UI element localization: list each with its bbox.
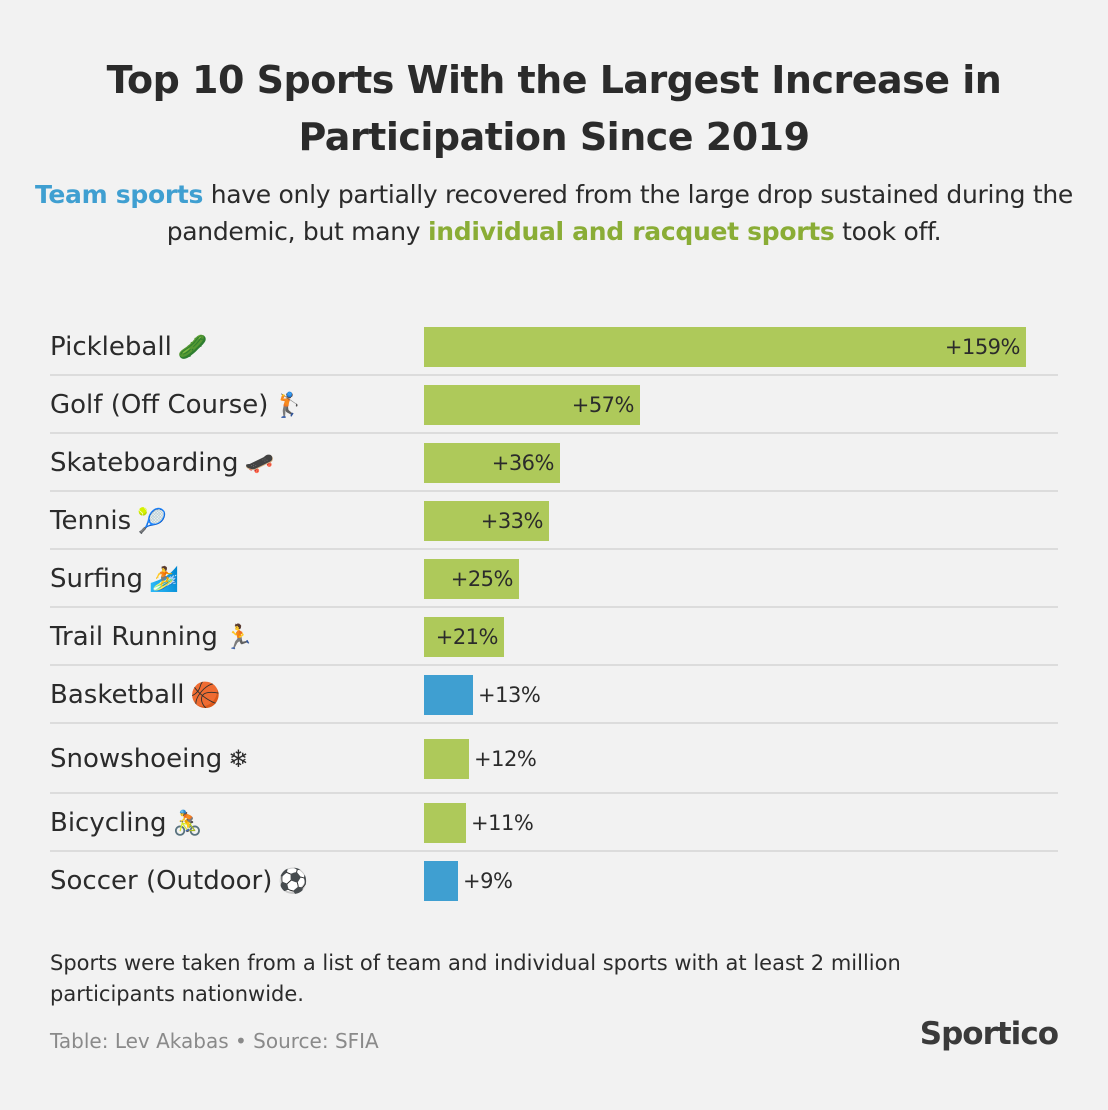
row-divider <box>50 792 1058 794</box>
category-name: Surfing <box>50 564 144 594</box>
category-name: Snowshoeing <box>50 744 223 774</box>
category-label: Skateboarding 🛹 <box>50 443 274 483</box>
bar-value-label: +25% <box>450 567 514 591</box>
category-label: Trail Running 🏃 <box>50 617 254 657</box>
row-divider <box>50 548 1058 550</box>
bar <box>424 803 466 843</box>
sportico-logo: Sportico <box>919 1016 1059 1052</box>
sport-icon: 🏌 <box>274 391 305 419</box>
row-divider <box>50 664 1058 666</box>
bar-value-label: +159% <box>944 335 1021 359</box>
category-label: Tennis 🎾 <box>50 501 167 541</box>
subtitle-text-2: took off. <box>834 217 942 246</box>
category-label: Pickleball 🥒 <box>50 327 208 367</box>
row-divider <box>50 606 1058 608</box>
category-name: Tennis <box>50 506 132 536</box>
sport-icon: ❄ <box>228 745 249 773</box>
bar <box>424 861 458 901</box>
bar-value-label: +13% <box>478 683 541 707</box>
bar <box>424 327 1026 367</box>
sport-icon: 🏃 <box>223 623 254 651</box>
bar-value-label: +33% <box>480 509 544 533</box>
chart-subtitle: Team sports have only partially recovere… <box>30 176 1078 250</box>
individual-sports-highlight: individual and racquet sports <box>427 217 835 246</box>
category-name: Basketball <box>50 680 185 710</box>
category-label: Snowshoeing ❄ <box>50 739 248 779</box>
row-divider <box>50 490 1058 492</box>
bar-value-label: +21% <box>435 625 499 649</box>
bar-value-label: +9% <box>463 869 513 893</box>
category-label: Soccer (Outdoor) ⚽ <box>50 861 308 901</box>
row-divider <box>50 850 1058 852</box>
category-name: Golf (Off Course) <box>50 390 269 420</box>
sport-icon: 🎾 <box>137 507 168 535</box>
category-label: Golf (Off Course) 🏌 <box>50 385 304 425</box>
category-name: Trail Running <box>50 622 218 652</box>
bar-value-label: +57% <box>571 393 635 417</box>
subtitle-text-1: have only partially recovered from the l… <box>166 180 1074 246</box>
sport-icon: 🚴 <box>172 809 203 837</box>
bar <box>424 501 549 541</box>
bar <box>424 617 504 657</box>
bar <box>424 675 473 715</box>
bar <box>424 443 560 483</box>
footnote: Sports were taken from a list of team an… <box>50 951 901 1006</box>
row-divider <box>50 374 1058 376</box>
sport-icon: 🏄 <box>149 565 179 593</box>
category-name: Bicycling <box>50 808 167 838</box>
bar-value-label: +11% <box>471 811 534 835</box>
sport-icon: 🥒 <box>177 333 208 361</box>
bar-value-label: +12% <box>474 747 537 771</box>
sport-icon: 🏀 <box>190 681 221 709</box>
category-name: Skateboarding <box>50 448 239 478</box>
category-name: Soccer (Outdoor) <box>50 866 273 896</box>
category-label: Basketball 🏀 <box>50 675 220 715</box>
bar-value-label: +36% <box>491 451 555 475</box>
sport-icon: 🛹 <box>244 449 275 477</box>
bar <box>424 385 640 425</box>
row-divider <box>50 432 1058 434</box>
category-label: Bicycling 🚴 <box>50 803 202 843</box>
category-label: Surfing 🏄 <box>50 559 179 599</box>
chart-title: Top 10 Sports With the Largest Increase … <box>106 58 1002 159</box>
bar <box>424 739 469 779</box>
sport-icon: ⚽ <box>278 867 309 895</box>
source-credit: Table: Lev Akabas • Source: SFIA <box>50 1029 379 1053</box>
bar <box>424 559 519 599</box>
category-name: Pickleball <box>50 332 172 362</box>
team-sports-highlight: Team sports <box>34 180 204 209</box>
row-divider <box>50 722 1058 724</box>
